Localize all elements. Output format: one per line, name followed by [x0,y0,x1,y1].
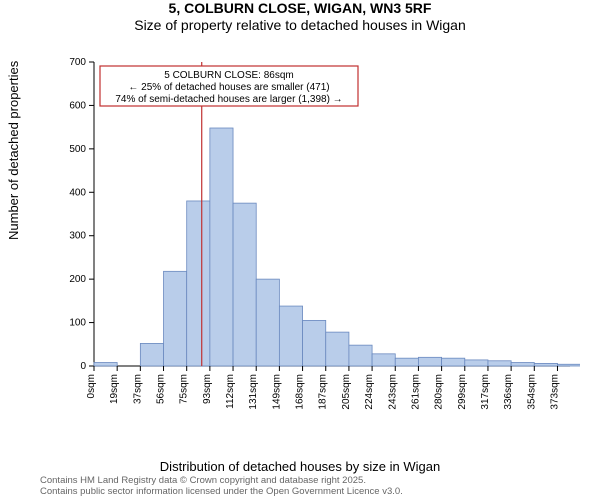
annotation-line-2: ← 25% of detached houses are smaller (47… [128,82,329,93]
svg-text:187sqm: 187sqm [318,374,329,410]
svg-text:600: 600 [69,100,86,111]
histogram-bar [279,306,302,366]
histogram-bar [372,354,395,366]
svg-text:261sqm: 261sqm [410,374,421,410]
svg-text:75sqm: 75sqm [179,374,190,404]
histogram-svg: 0 100 200 300 400 500 600 700 0sqm 19sqm 37sqm 56sq… [60,56,580,426]
histogram-bar [256,279,279,366]
histogram-bar [465,360,488,366]
histogram-bar [303,320,326,366]
footer-line-2: Contains public sector information licen… [40,487,590,498]
svg-text:300: 300 [69,231,86,242]
histogram-bar [349,345,372,366]
annotation-line-1: 5 COLBURN CLOSE: 86sqm [164,70,294,81]
svg-text:205sqm: 205sqm [341,374,352,410]
histogram-bar [418,357,441,366]
svg-text:37sqm: 37sqm [132,374,143,404]
histogram-bar [534,363,557,366]
y-axis-label: Number of detached properties [6,61,21,240]
footer-attribution: Contains HM Land Registry data © Crown c… [40,476,590,498]
annotation-line-3: 74% of semi-detached houses are larger (… [115,94,342,105]
svg-text:0: 0 [80,361,86,372]
svg-text:336sqm: 336sqm [503,374,514,410]
svg-text:100: 100 [69,318,86,329]
histogram-bar [442,358,465,366]
title-block: 5, COLBURN CLOSE, WIGAN, WN3 5RF Size of… [0,0,600,33]
svg-text:317sqm: 317sqm [480,374,491,410]
svg-text:373sqm: 373sqm [549,374,560,410]
histogram-bar [488,361,511,366]
svg-text:280sqm: 280sqm [434,374,445,410]
svg-text:400: 400 [69,187,86,198]
svg-text:299sqm: 299sqm [457,374,468,410]
svg-text:0sqm: 0sqm [86,374,97,398]
chart-area: 0 100 200 300 400 500 600 700 0sqm 19sqm 37sqm 56sq… [60,56,580,426]
histogram-bar [326,332,349,366]
svg-text:93sqm: 93sqm [202,374,213,404]
title-sub: Size of property relative to detached ho… [0,17,600,33]
svg-text:354sqm: 354sqm [526,374,537,410]
x-axis-label: Distribution of detached houses by size … [0,459,600,474]
histogram-bar [140,343,163,366]
histogram-bar [395,358,418,366]
histogram-bar [233,203,256,366]
svg-text:243sqm: 243sqm [387,374,398,410]
svg-text:149sqm: 149sqm [271,374,282,410]
histogram-bar [94,363,117,366]
svg-text:224sqm: 224sqm [364,374,375,410]
svg-text:700: 700 [69,57,86,68]
histogram-bar [164,271,187,366]
histogram-bar [187,201,210,366]
svg-text:112sqm: 112sqm [225,374,236,409]
svg-text:168sqm: 168sqm [295,374,306,410]
svg-text:19sqm: 19sqm [109,374,120,404]
histogram-bar [511,363,534,366]
histogram-bar [210,128,233,366]
svg-text:500: 500 [69,144,86,155]
svg-text:56sqm: 56sqm [156,374,167,404]
svg-text:200: 200 [69,274,86,285]
histogram-bar [557,364,580,366]
title-address: 5, COLBURN CLOSE, WIGAN, WN3 5RF [0,0,600,16]
svg-text:131sqm: 131sqm [248,374,259,410]
